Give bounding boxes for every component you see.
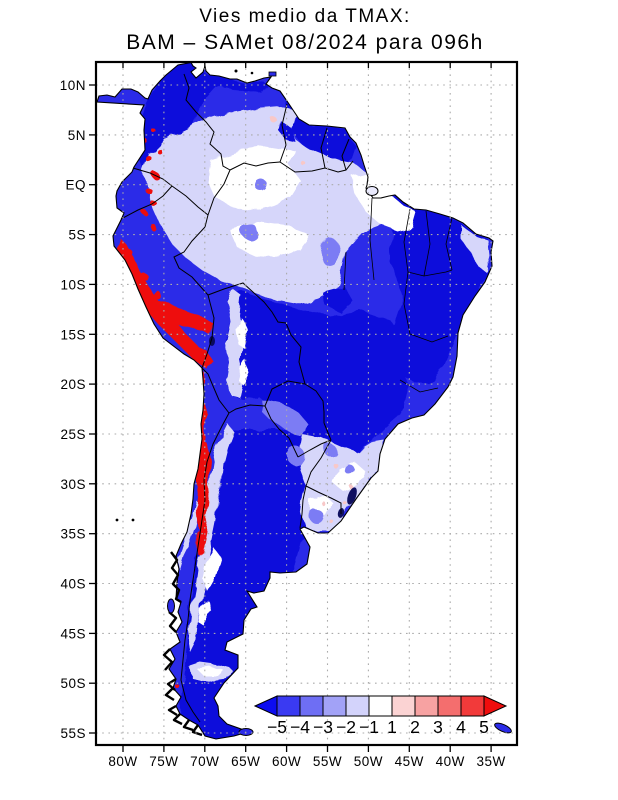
- lat-axis-labels: 10N 5N EQ 5S 10S 15S 20S 25S 30S 35S 40S…: [60, 78, 86, 741]
- colorbar: −5 −4 −3 −2 −1 1 2 3 4 5: [253, 695, 508, 737]
- colorbar-segment: [368, 695, 393, 717]
- lon-tick-label: 55W: [313, 754, 342, 769]
- lon-axis-labels: 80W 75W 70W 65W 60W 55W 50W 45W 40W 35W: [108, 754, 505, 769]
- lat-tick-label: 30S: [60, 477, 86, 492]
- lon-tick-label: 50W: [354, 754, 383, 769]
- lon-tick-label: 35W: [476, 754, 505, 769]
- colorbar-tick-label: −4: [290, 717, 310, 737]
- lat-tick-label: 20S: [60, 377, 86, 392]
- colorbar-segment: [391, 695, 416, 717]
- country-borders: [120, 73, 354, 723]
- lon-tick-label: 80W: [108, 754, 137, 769]
- colorbar-segment: [437, 695, 462, 717]
- axis-ticks: [89, 62, 492, 752]
- lat-tick-label: 25S: [60, 427, 86, 442]
- lat-tick-label: 35S: [60, 527, 86, 542]
- colorbar-labels: −5 −4 −3 −2 −1 1 2 3 4 5: [267, 717, 489, 737]
- colorbar-segment: [299, 695, 324, 717]
- colorbar-segment: [460, 695, 485, 717]
- lat-tick-label: 5N: [68, 128, 86, 143]
- figure-title-line2: BAM – SAMet 08/2024 para 096h: [126, 31, 484, 54]
- land-raster: [97, 62, 493, 739]
- lat-tick-label: 45S: [60, 626, 86, 641]
- colorbar-segment: [276, 695, 301, 717]
- gridlines: [96, 62, 517, 745]
- colorbar-tick-label: −1: [359, 717, 379, 737]
- coastline: [96, 61, 494, 740]
- colorbar-tick-label: −2: [336, 717, 356, 737]
- lon-tick-label: 65W: [231, 754, 260, 769]
- lat-tick-label: 55S: [60, 726, 86, 741]
- colorbar-right-arrow: [483, 695, 508, 717]
- lon-tick-label: 75W: [149, 754, 178, 769]
- plot-frame: [94, 60, 519, 747]
- colorbar-segment: [322, 695, 347, 717]
- colorbar-tick-label: −3: [313, 717, 333, 737]
- colorbar-tick-label: 2: [410, 717, 420, 737]
- lat-tick-label: 15S: [60, 327, 86, 342]
- state-borders: [343, 197, 453, 393]
- lat-tick-label: 40S: [60, 577, 86, 592]
- colorbar-tick-label: −5: [267, 717, 287, 737]
- figure-title-line1: Vies medio da TMAX:: [199, 6, 411, 27]
- lat-tick-label: 10S: [60, 277, 86, 292]
- lat-tick-label: EQ: [65, 178, 86, 193]
- colorbar-segment: [345, 695, 370, 717]
- colorbar-segment: [414, 695, 439, 717]
- colorbar-tick-label: 1: [387, 717, 397, 737]
- colorbar-tick-label: 3: [433, 717, 443, 737]
- colorbar-left-arrow: [253, 695, 278, 717]
- lon-tick-label: 40W: [436, 754, 465, 769]
- lat-tick-label: 50S: [60, 676, 86, 691]
- lat-tick-label: 5S: [68, 228, 86, 243]
- colorbar-tick-label: 5: [479, 717, 489, 737]
- lon-tick-label: 60W: [272, 754, 301, 769]
- colorbar-tick-label: 4: [456, 717, 466, 737]
- lon-tick-label: 70W: [190, 754, 219, 769]
- lat-tick-label: 10N: [60, 78, 86, 93]
- fjord-coast-detail: [162, 551, 203, 737]
- islands-and-lakes: [115, 69, 512, 736]
- lon-tick-label: 45W: [395, 754, 424, 769]
